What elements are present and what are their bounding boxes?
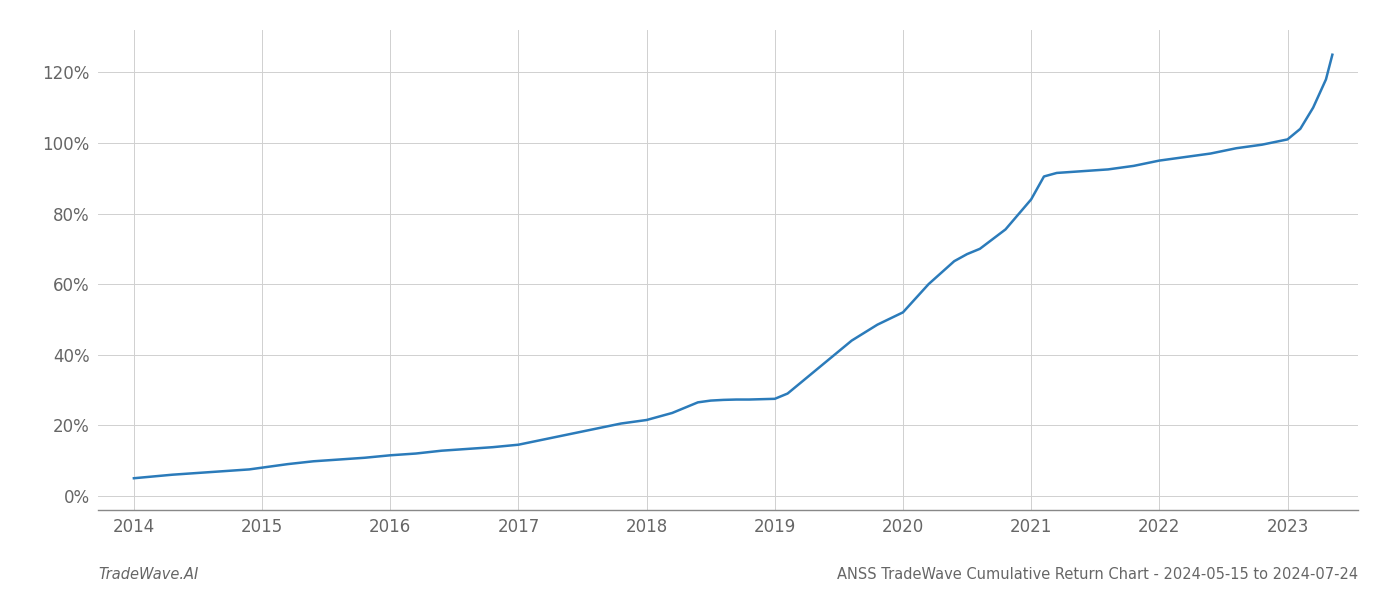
Text: ANSS TradeWave Cumulative Return Chart - 2024-05-15 to 2024-07-24: ANSS TradeWave Cumulative Return Chart -… xyxy=(837,567,1358,582)
Text: TradeWave.AI: TradeWave.AI xyxy=(98,567,199,582)
